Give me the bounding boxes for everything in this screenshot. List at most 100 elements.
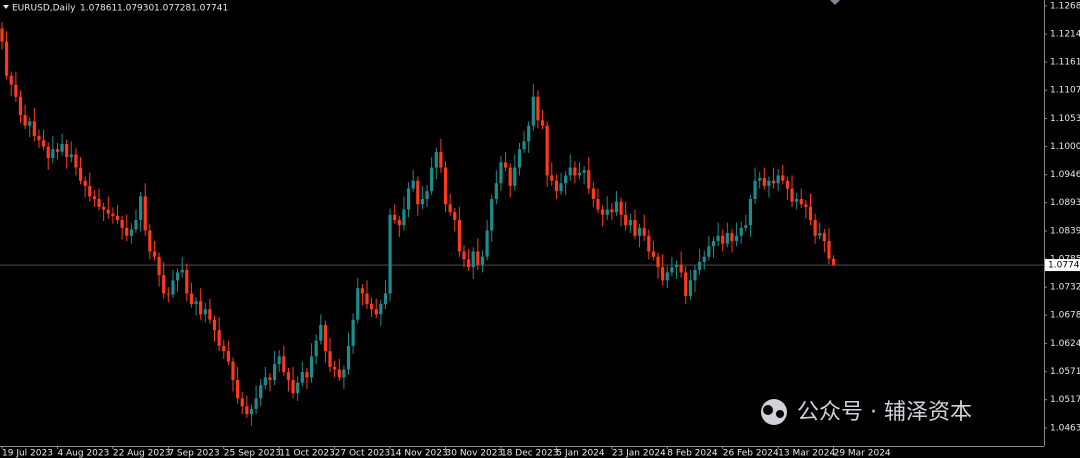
candle-body	[370, 303, 374, 310]
watermark-icon	[776, 410, 784, 418]
candle-body	[785, 180, 789, 189]
candle-body	[517, 149, 522, 168]
candle-body	[536, 96, 540, 121]
candle-body	[51, 149, 55, 159]
candle-body	[508, 167, 512, 186]
candle-body	[203, 309, 207, 315]
candle-body	[734, 235, 739, 241]
candle-body	[14, 84, 18, 97]
candle-body	[125, 227, 129, 236]
candle-body	[402, 209, 406, 226]
candle-body	[69, 154, 73, 158]
candle-body	[670, 267, 674, 273]
candle-body	[212, 319, 217, 331]
candle-body	[171, 280, 175, 295]
candle-body	[439, 151, 443, 168]
candle-body	[601, 209, 605, 215]
candle-body	[185, 269, 189, 294]
candle-body	[771, 180, 776, 184]
candle-body	[383, 293, 388, 304]
candle-body	[272, 364, 277, 381]
x-tick-label: 8 Feb 2024	[667, 449, 718, 458]
x-tick-label: 7 Sep 2023	[168, 449, 219, 458]
candle-body	[102, 206, 106, 210]
candle-body	[674, 264, 679, 268]
candle-body	[356, 288, 360, 320]
candle-body	[490, 199, 494, 231]
symbol-label: EURUSD,Daily	[12, 4, 76, 14]
candle-body	[346, 345, 351, 370]
candle-body	[180, 269, 184, 273]
candle-body	[393, 214, 397, 221]
candle-body	[795, 199, 799, 202]
candle-body	[679, 264, 683, 273]
candle-body	[296, 382, 300, 394]
candle-body	[175, 272, 180, 281]
candle-body	[499, 162, 503, 184]
x-tick-label: 22 Aug 2023	[113, 449, 171, 458]
candle-body	[624, 214, 628, 226]
candle-body	[291, 380, 295, 394]
candle-body	[32, 121, 36, 137]
candle-body	[582, 170, 586, 173]
candle-body	[513, 167, 517, 186]
candle-body	[41, 140, 46, 147]
last-price-label: 1.07741	[1048, 261, 1080, 271]
candle-body	[633, 220, 637, 236]
candle-body	[619, 201, 623, 215]
candle-body	[767, 180, 771, 186]
candle-body	[707, 246, 711, 257]
candle-body	[480, 256, 485, 265]
ohlc-info: 1.07930	[117, 4, 154, 14]
candle-body	[573, 167, 577, 176]
candle-body	[430, 167, 434, 192]
candle-body	[554, 180, 558, 192]
candle-body	[37, 136, 41, 141]
y-tick-label: 1.05175	[1050, 395, 1080, 405]
candle-body	[596, 199, 600, 210]
x-tick-label: 11 Oct 2023	[279, 449, 335, 458]
candle-body	[217, 330, 221, 346]
y-tick-label: 1.04635	[1050, 424, 1080, 434]
candle-body	[813, 220, 817, 236]
candle-body	[249, 408, 254, 415]
candle-body	[259, 385, 263, 399]
candle-body	[222, 345, 226, 352]
y-tick-label: 1.11610	[1050, 58, 1080, 68]
candle-body	[614, 201, 619, 213]
candle-body	[379, 303, 383, 315]
candle-body	[808, 206, 813, 221]
candle-body	[721, 235, 725, 244]
candle-body	[448, 204, 452, 213]
candle-body	[406, 188, 411, 210]
y-tick-label: 1.06245	[1050, 339, 1080, 349]
candle-body	[822, 233, 826, 241]
candle-body	[365, 293, 369, 304]
candle-body	[245, 406, 249, 415]
x-tick-label: 13 Mar 2024	[778, 449, 835, 458]
candle-body	[577, 172, 582, 176]
candle-body	[374, 309, 378, 315]
candle-body	[97, 199, 101, 207]
candle-body	[642, 227, 646, 236]
ohlc-info: 1.07861	[80, 4, 117, 14]
candle-body	[453, 212, 457, 221]
candle-body	[476, 251, 480, 265]
candle-body	[818, 233, 822, 236]
candle-body	[610, 209, 614, 213]
y-tick-label: 1.07320	[1050, 283, 1080, 293]
candle-body	[748, 199, 753, 226]
candle-body	[92, 196, 96, 200]
candle-body	[5, 41, 9, 76]
candle-body	[781, 175, 785, 181]
candle-body	[351, 319, 355, 346]
candle-body	[60, 143, 64, 152]
x-tick-label: 23 Jan 2024	[612, 449, 666, 458]
candle-body	[314, 340, 318, 357]
candle-body	[282, 356, 286, 373]
candle-body	[300, 372, 304, 383]
menu-arrow	[3, 5, 9, 9]
candle-body	[139, 196, 143, 221]
candle-body	[716, 235, 720, 241]
